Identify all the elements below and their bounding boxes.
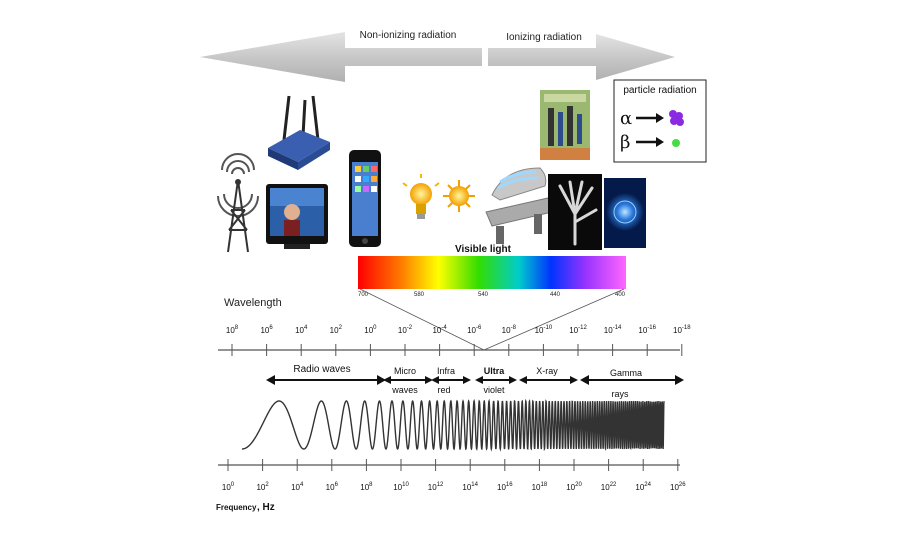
alpha-particle-icon xyxy=(669,110,684,126)
beta-symbol: β xyxy=(620,132,630,153)
radio-waves-arrow xyxy=(266,375,386,385)
frequency-tick-label: 1022 xyxy=(601,482,617,492)
ionizing-label: Ionizing radiation xyxy=(506,32,582,43)
wavelength-tick-label: 10-6 xyxy=(467,325,482,335)
frequency-tick-label: 1016 xyxy=(497,482,513,492)
microwaves-label-1: Micro xyxy=(394,366,416,376)
visible-tick-580: 580 xyxy=(414,292,425,298)
microwaves-arrow xyxy=(383,376,433,384)
visible-spectrum-bar xyxy=(358,256,626,289)
food-irradiation-icon xyxy=(540,90,590,160)
television-icon xyxy=(266,184,328,249)
particle-radiation-title: particle radiation xyxy=(623,85,696,96)
visible-projection-right xyxy=(483,288,625,351)
gamma-rays-arrow xyxy=(580,375,684,385)
frequency-label: Frequency xyxy=(216,503,257,512)
infrared-label-1: Infra xyxy=(437,366,455,376)
frequency-tick-label: 108 xyxy=(360,482,373,492)
visible-tick-440: 440 xyxy=(550,292,561,298)
tanning-bed-icon xyxy=(485,167,553,244)
frequency-tick-label: 104 xyxy=(291,482,304,492)
light-bulb-icon xyxy=(402,174,440,219)
wavelength-tick-label: 100 xyxy=(364,325,377,335)
frequency-tick-label: 106 xyxy=(326,482,339,492)
visible-tick-540: 540 xyxy=(478,292,489,298)
visible-tick-700: 700 xyxy=(358,292,369,298)
wavelength-ticks: 108 106 104 102 100 10-2 10-4 10-6 10-8 10-10 10-1… xyxy=(226,325,691,356)
frequency-tick-label: 1020 xyxy=(566,482,582,492)
wavelength-tick-label: 106 xyxy=(260,325,273,335)
wavelength-tick-label: 10-2 xyxy=(398,325,413,335)
xray-hand-icon xyxy=(548,174,602,250)
beta-particle-icon xyxy=(672,139,680,147)
alpha-symbol: α xyxy=(620,108,632,129)
frequency-tick-label: 1012 xyxy=(428,482,444,492)
wavelength-tick-label: 10-18 xyxy=(673,325,691,335)
wavelength-tick-label: 10-16 xyxy=(638,325,656,335)
wavelength-tick-label: 102 xyxy=(330,325,343,335)
wavelength-tick-label: 108 xyxy=(226,325,239,335)
wavelength-tick-label: 10-12 xyxy=(569,325,587,335)
gamma-rays-label-1: Gamma xyxy=(610,368,642,378)
xray-label: X-ray xyxy=(536,366,558,376)
wavelength-tick-label: 10-8 xyxy=(502,325,517,335)
visible-tick-400: 400 xyxy=(615,292,626,298)
sun-icon xyxy=(443,180,475,212)
ionizing-arrow xyxy=(488,34,675,80)
smartphone-icon xyxy=(349,150,381,247)
radio-waves-label: Radio waves xyxy=(293,364,350,375)
infrared-arrow xyxy=(431,376,471,384)
frequency-ticks: 100 102 104 106 108 1010 1012 1014 1016 1018 1020 1… xyxy=(222,459,686,492)
wavelength-tick-label: 10-14 xyxy=(604,325,622,335)
wavelength-tick-label: 10-10 xyxy=(535,325,553,335)
xray-arrow xyxy=(519,376,578,384)
particle-radiation-box: particle radiation α β xyxy=(613,79,707,163)
wifi-router-icon xyxy=(268,95,330,170)
visible-projection-left xyxy=(359,288,485,351)
ultraviolet-label-2: violet xyxy=(483,385,505,395)
wavelength-label: Wavelength xyxy=(224,297,282,309)
non-ionizing-label: Non-ionizing radiation xyxy=(360,30,457,41)
frequency-tick-label: 1014 xyxy=(462,482,478,492)
frequency-tick-label: 1018 xyxy=(532,482,548,492)
chirp-wave xyxy=(242,398,665,452)
ultraviolet-label-1: Ultra xyxy=(484,366,505,376)
frequency-tick-label: 102 xyxy=(256,482,269,492)
infrared-label-2: red xyxy=(437,385,450,395)
non-ionizing-arrow xyxy=(200,32,482,82)
frequency-tick-label: 1010 xyxy=(393,482,409,492)
band-arrows: Radio waves Micro waves Infra red Ultra … xyxy=(266,364,684,399)
radio-tower-icon xyxy=(217,153,259,253)
frequency-tick-label: 1024 xyxy=(635,482,651,492)
frequency-tick-label: 1026 xyxy=(670,482,686,492)
visible-light-label: Visible light xyxy=(455,244,512,255)
frequency-unit: , Hz xyxy=(257,502,275,513)
frequency-tick-label: 100 xyxy=(222,482,235,492)
gamma-rays-label-2: rays xyxy=(611,389,629,399)
radioactive-glow-icon xyxy=(604,178,646,248)
ultraviolet-arrow xyxy=(475,376,517,384)
microwaves-label-2: waves xyxy=(391,385,418,395)
wavelength-tick-label: 10-4 xyxy=(432,325,447,335)
wavelength-tick-label: 104 xyxy=(295,325,308,335)
